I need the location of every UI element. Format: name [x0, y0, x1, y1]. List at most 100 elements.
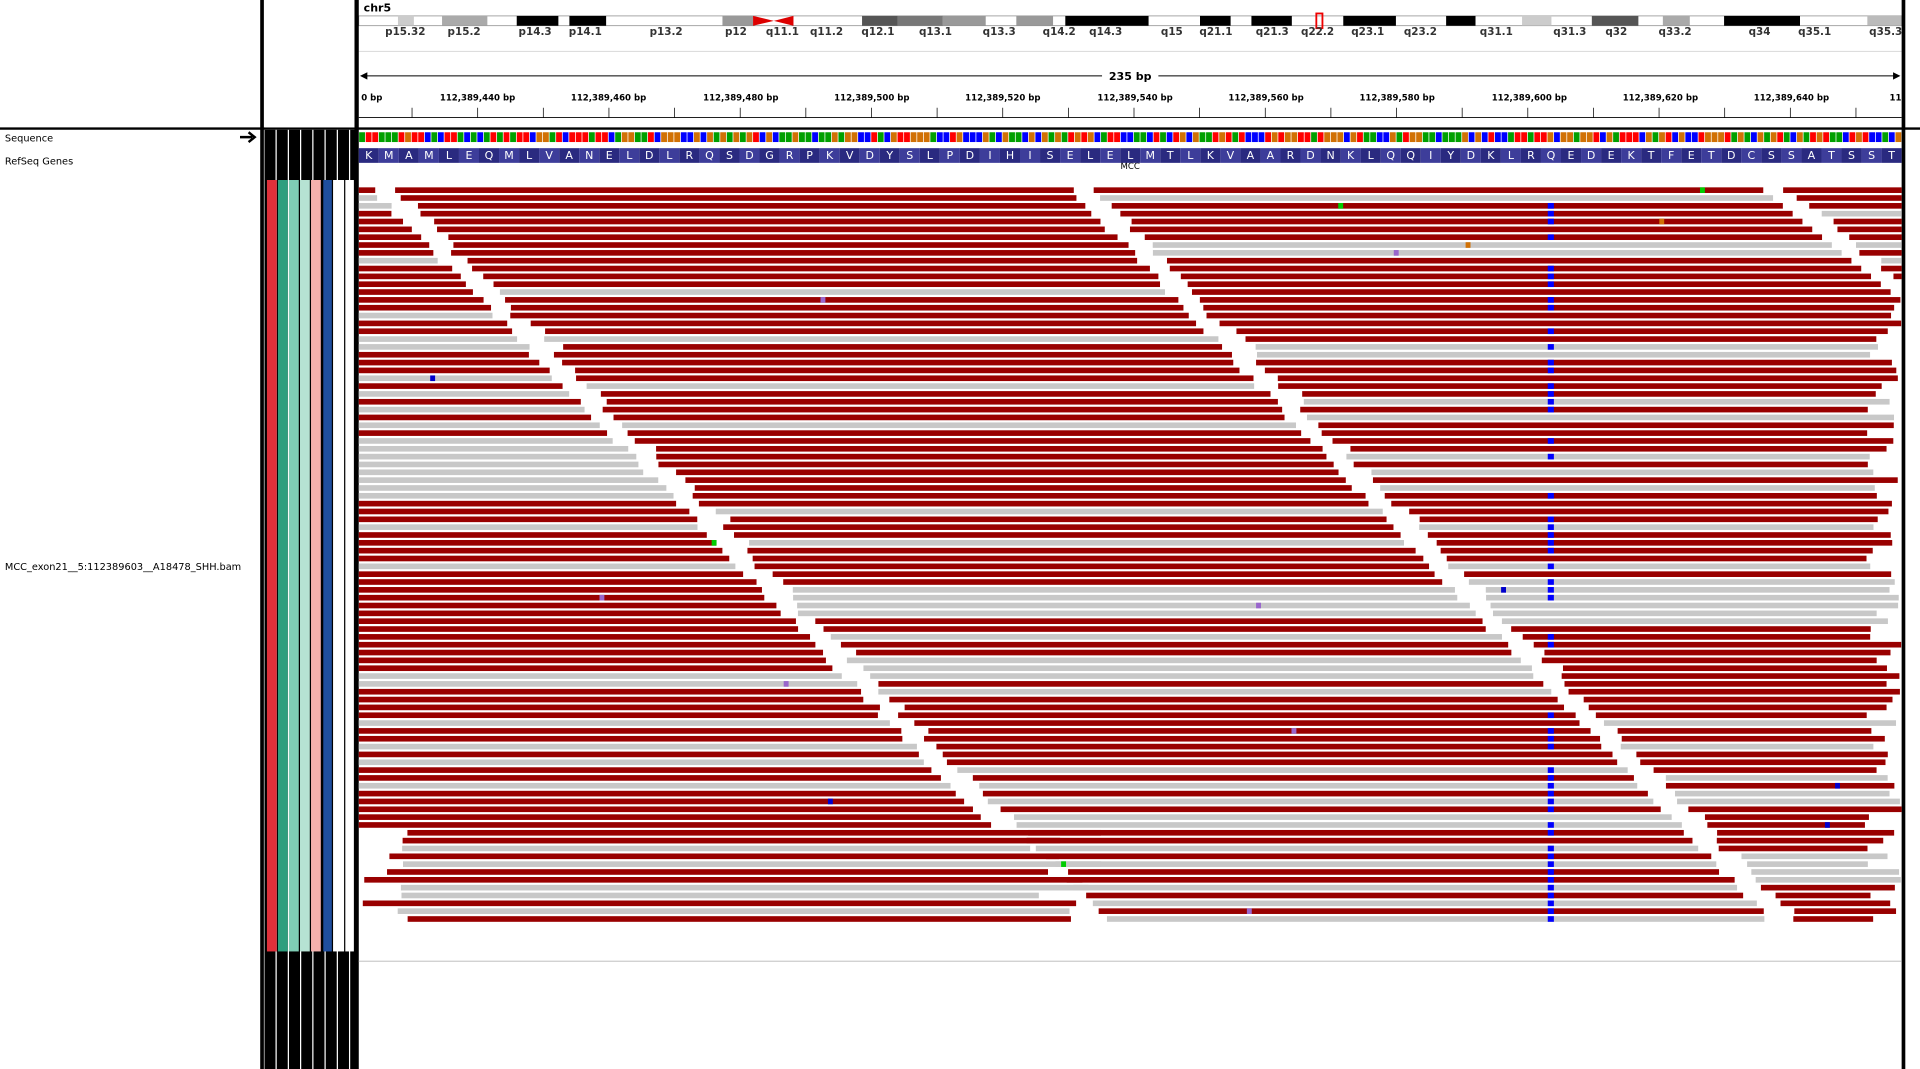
read	[1187, 281, 1881, 288]
amino-acid: E	[465, 149, 472, 162]
mismatch	[1547, 641, 1554, 648]
read	[358, 344, 530, 350]
base	[529, 132, 536, 143]
read	[358, 673, 842, 679]
read	[358, 508, 690, 515]
read	[982, 790, 1648, 797]
base	[1626, 132, 1633, 143]
amino-acid: C	[1748, 149, 1756, 162]
read	[358, 696, 864, 703]
read	[1833, 218, 1902, 225]
base	[1271, 132, 1278, 143]
read	[840, 641, 1509, 648]
cytoband-label: q31.1	[1480, 26, 1513, 38]
base	[516, 132, 523, 143]
base	[1107, 132, 1114, 143]
read	[924, 735, 1601, 742]
mismatch	[1659, 218, 1665, 225]
cytoband	[1016, 15, 1054, 26]
cytoband	[722, 15, 754, 26]
mismatch	[1547, 587, 1554, 593]
base	[713, 132, 720, 143]
read	[1350, 445, 1887, 452]
read	[1849, 234, 1902, 241]
base	[444, 132, 451, 143]
read	[715, 508, 1383, 515]
read	[734, 532, 1401, 538]
base	[1829, 132, 1836, 143]
base	[982, 132, 989, 143]
read	[979, 782, 1638, 789]
mismatch	[1547, 218, 1554, 225]
read	[358, 681, 858, 687]
read	[493, 281, 1161, 288]
amino-acid: S	[726, 149, 733, 162]
read	[1206, 312, 1892, 319]
base	[359, 132, 365, 143]
amino-acid: D	[1727, 149, 1735, 162]
amino-acid: K	[826, 149, 834, 162]
amino-acid-cell	[1140, 148, 1161, 163]
amino-acid-cell	[1180, 148, 1201, 163]
base	[424, 132, 431, 143]
read	[1236, 328, 1888, 335]
read	[1300, 406, 1868, 413]
base	[1777, 132, 1784, 143]
base	[1192, 132, 1199, 143]
amino-acid-cell	[619, 148, 640, 163]
base	[1061, 132, 1068, 143]
mismatch	[1547, 547, 1554, 554]
amino-acid-cell	[1300, 148, 1321, 163]
read	[606, 398, 1278, 405]
read	[358, 759, 924, 766]
ruler-label: 112,389,600 bp	[1492, 93, 1567, 103]
amino-acid-cell	[1661, 148, 1682, 163]
mismatch	[1547, 845, 1554, 852]
amino-acid: A	[565, 149, 573, 162]
current-region	[1315, 12, 1324, 30]
read	[358, 587, 762, 593]
read	[747, 547, 1416, 554]
read	[1391, 500, 1892, 507]
amino-acid-cell	[979, 148, 1000, 163]
read	[1881, 257, 1902, 264]
amino-acid: K	[365, 149, 373, 162]
base	[825, 132, 832, 143]
span-label: 235 bp	[1109, 70, 1152, 83]
read	[407, 829, 1101, 836]
amino-acid: E	[1608, 149, 1615, 162]
amino-acid: D	[865, 149, 873, 162]
read	[1617, 728, 1872, 734]
mismatch	[1547, 438, 1554, 444]
amino-acid: A	[1267, 149, 1275, 162]
read	[358, 751, 919, 758]
base	[1508, 132, 1514, 143]
read	[797, 610, 1476, 617]
base	[1685, 132, 1692, 143]
amino-acid-cell	[1641, 148, 1662, 163]
read	[957, 767, 1628, 773]
base	[1527, 132, 1534, 143]
base	[477, 132, 484, 143]
amino-acid-cell	[478, 148, 500, 163]
ruler-label: 112,389,620 bp	[1623, 93, 1698, 103]
attribute-cell	[345, 180, 354, 952]
amino-acid: L	[927, 149, 934, 162]
base	[1383, 132, 1390, 143]
base	[969, 132, 976, 143]
base	[1606, 132, 1613, 143]
amino-acid-cell	[1220, 148, 1241, 163]
read	[878, 688, 1552, 695]
mismatch	[1547, 516, 1554, 523]
base	[1304, 132, 1311, 143]
amino-acid: N	[1326, 149, 1334, 162]
base	[1245, 132, 1252, 143]
read	[358, 602, 777, 609]
attribute-cell	[277, 180, 288, 952]
cytoband-label: q13.1	[919, 26, 952, 38]
base	[1403, 132, 1409, 143]
amino-acid-cell	[779, 148, 800, 163]
amino-acid: M	[504, 149, 514, 162]
base	[1028, 132, 1035, 143]
read	[1318, 422, 1894, 429]
